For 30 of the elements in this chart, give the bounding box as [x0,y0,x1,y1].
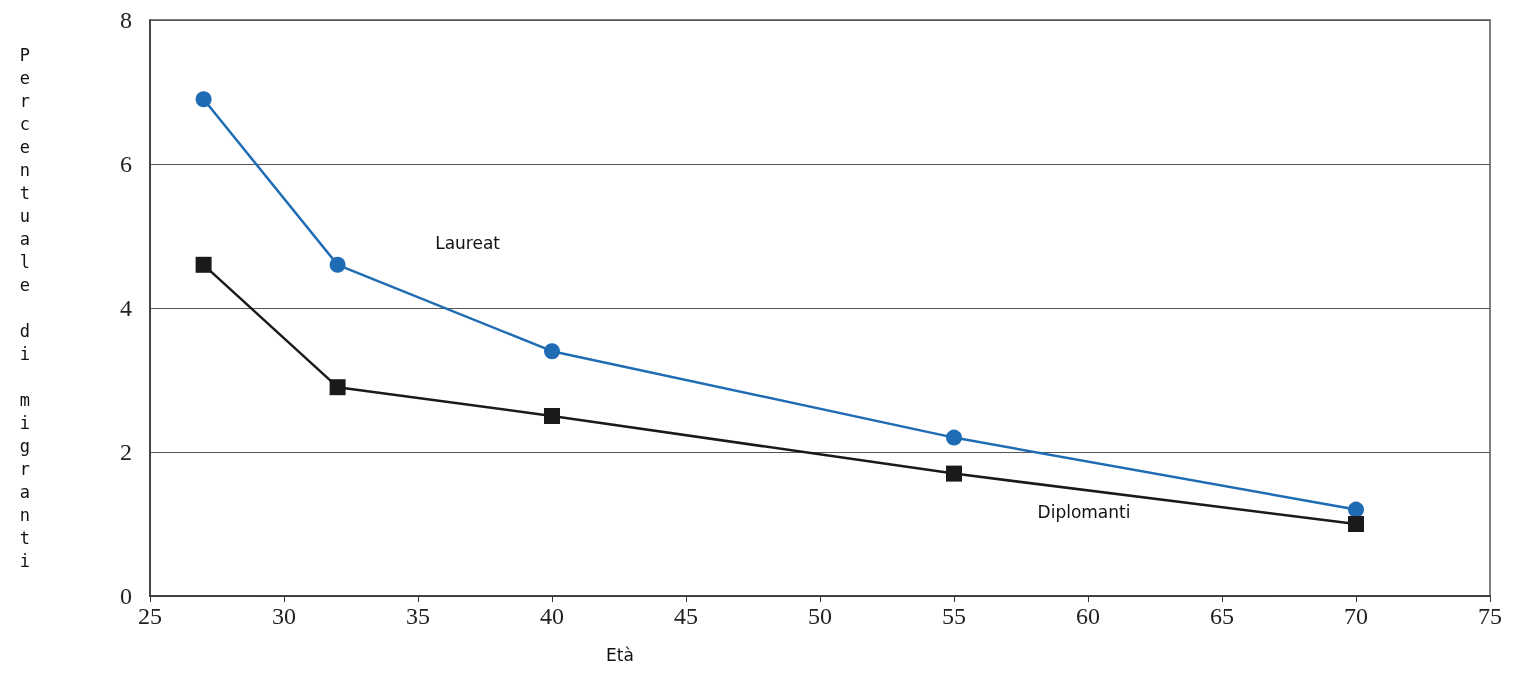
point [195,91,212,108]
point [544,343,560,360]
text: Laureat [435,232,501,253]
point [329,379,346,396]
x-tick-label: 55 [942,603,966,629]
point [946,465,962,482]
x-tick-label: 50 [808,603,832,629]
point [1348,501,1364,518]
point [1348,516,1364,532]
y-tick-label: 0 [120,583,132,609]
y-tick-label: 8 [120,7,132,33]
x-tick-label: 35 [406,603,430,629]
text: Percentuale di migranti [19,45,30,571]
x-tick-label: 30 [272,603,296,629]
series-label: Diplomanti [1037,501,1131,522]
x-tick-label: 65 [1210,603,1234,629]
point [946,429,962,446]
x-tick-label: 25 [138,603,162,629]
x-tick-label: 75 [1478,603,1502,629]
y-tick-label: 2 [120,439,132,465]
x-tick-label: 70 [1344,603,1368,629]
y-tick-label: 4 [120,295,132,321]
x-tick-label: 60 [1076,603,1100,629]
point [544,408,560,424]
point [329,256,346,273]
point [195,256,212,273]
y-tick-label: 6 [120,151,132,177]
x-tick-label: 45 [674,603,698,629]
x-axis-title: Età [606,644,634,665]
x-tick-label: 40 [540,603,564,629]
